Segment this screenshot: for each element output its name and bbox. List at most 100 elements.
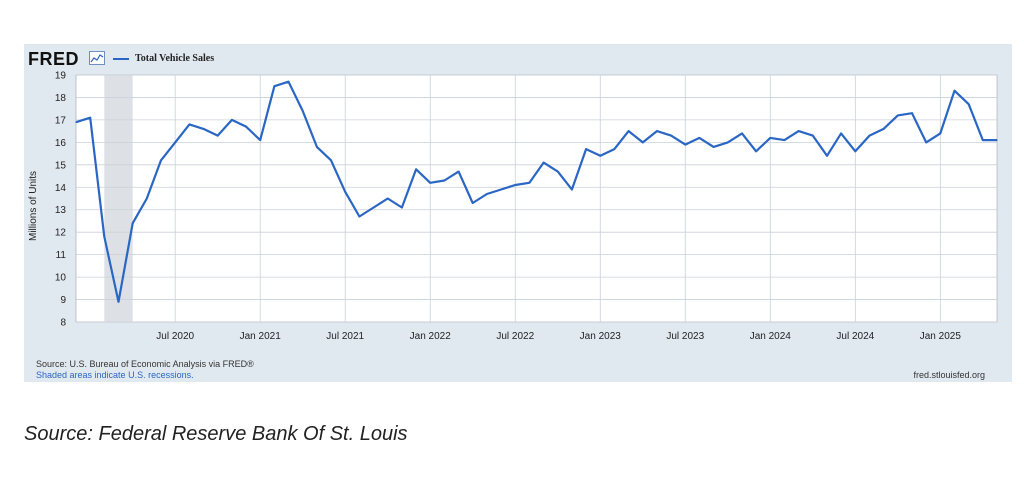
y-tick-label: 14 bbox=[55, 183, 67, 194]
data-point bbox=[117, 301, 120, 303]
data-point bbox=[415, 168, 417, 170]
data-point bbox=[840, 132, 842, 134]
data-point bbox=[287, 81, 290, 83]
fred-logo: FRED bbox=[28, 49, 79, 69]
series-line-total-vehicle-sales bbox=[75, 80, 997, 303]
grid-layer bbox=[76, 74, 997, 323]
data-point bbox=[316, 146, 318, 148]
data-point bbox=[160, 159, 162, 161]
data-point bbox=[217, 135, 219, 137]
plot-area bbox=[75, 74, 998, 323]
chart-legend: Total Vehicle Sales bbox=[113, 53, 214, 64]
data-point bbox=[273, 85, 275, 87]
x-tick-labels: Jul 2020 Jan 2021 Jul 2021 Jan 2022 Jul 2022… bbox=[156, 331, 961, 342]
data-point bbox=[996, 139, 998, 141]
data-point bbox=[429, 182, 431, 184]
data-point bbox=[188, 123, 190, 125]
data-point bbox=[642, 141, 644, 143]
y-tick-label: 9 bbox=[60, 295, 66, 306]
data-point bbox=[911, 112, 913, 114]
x-tick-label: Jan 2025 bbox=[920, 331, 962, 342]
data-point bbox=[599, 155, 601, 157]
data-point bbox=[75, 121, 77, 123]
y-tick-label: 18 bbox=[55, 93, 67, 104]
data-point bbox=[783, 139, 786, 141]
data-point bbox=[358, 215, 360, 218]
series-layer bbox=[75, 80, 998, 303]
data-point bbox=[755, 150, 757, 152]
data-point bbox=[486, 193, 488, 195]
y-tick-label: 11 bbox=[56, 250, 67, 261]
source-note: Source: U.S. Bureau of Economic Analysis… bbox=[36, 359, 254, 369]
data-point bbox=[939, 132, 941, 134]
data-point bbox=[146, 197, 148, 200]
y-tick-label: 10 bbox=[55, 273, 67, 284]
data-point bbox=[854, 150, 856, 152]
data-point bbox=[925, 141, 927, 143]
y-tick-label: 17 bbox=[55, 115, 67, 126]
data-point bbox=[812, 135, 814, 137]
x-tick-label: Jul 2024 bbox=[836, 331, 874, 342]
data-point bbox=[443, 179, 445, 182]
x-tick-label: Jul 2023 bbox=[666, 331, 704, 342]
data-point bbox=[656, 130, 658, 132]
data-point bbox=[897, 114, 899, 117]
data-point bbox=[968, 103, 970, 105]
data-point bbox=[769, 137, 771, 139]
data-point bbox=[514, 184, 516, 186]
recession-layer bbox=[104, 75, 133, 322]
data-point bbox=[557, 170, 559, 173]
y-tick-label: 8 bbox=[60, 318, 66, 329]
fred-url: fred.stlouisfed.org bbox=[913, 370, 985, 380]
data-point bbox=[542, 161, 545, 164]
data-point bbox=[868, 135, 871, 137]
legend-swatch bbox=[113, 57, 129, 60]
data-point bbox=[698, 137, 701, 139]
data-point bbox=[202, 128, 205, 130]
x-tick-label: Jul 2020 bbox=[156, 331, 194, 342]
data-point bbox=[259, 139, 261, 141]
x-tick-label: Jul 2021 bbox=[326, 331, 364, 342]
data-point bbox=[387, 197, 389, 200]
data-point bbox=[401, 206, 403, 209]
y-tick-label: 16 bbox=[55, 138, 67, 149]
recession-note: Shaded areas indicate U.S. recessions. bbox=[36, 370, 194, 380]
y-tick-label: 15 bbox=[55, 160, 67, 171]
graph-icon bbox=[89, 51, 105, 65]
data-point bbox=[245, 126, 247, 128]
data-point bbox=[713, 146, 715, 148]
data-point bbox=[628, 130, 630, 132]
data-point bbox=[826, 155, 828, 157]
data-point bbox=[372, 206, 375, 209]
data-point bbox=[670, 135, 672, 137]
data-point bbox=[883, 128, 885, 130]
data-point bbox=[727, 141, 729, 143]
caption: Source: Federal Reserve Bank Of St. Loui… bbox=[24, 423, 408, 445]
y-tick-labels: 8 9 10 11 12 13 14 15 16 17 18 19 bbox=[55, 71, 67, 329]
data-point bbox=[330, 159, 332, 161]
y-tick-label: 13 bbox=[55, 205, 67, 216]
data-point bbox=[344, 191, 346, 193]
data-point bbox=[457, 170, 460, 173]
data-point bbox=[982, 139, 984, 141]
data-point bbox=[132, 222, 134, 224]
data-point bbox=[302, 110, 304, 112]
data-point bbox=[585, 148, 587, 150]
data-point bbox=[684, 144, 686, 146]
data-point bbox=[472, 202, 474, 204]
data-point bbox=[571, 188, 573, 191]
data-point bbox=[103, 236, 105, 238]
y-tick-label: 19 bbox=[55, 71, 67, 82]
recession-band bbox=[104, 75, 133, 322]
x-tick-label: Jan 2024 bbox=[750, 331, 792, 342]
data-point bbox=[528, 182, 531, 184]
data-point bbox=[613, 148, 616, 150]
x-tick-label: Jul 2022 bbox=[496, 331, 534, 342]
data-point bbox=[500, 188, 502, 191]
data-point bbox=[953, 90, 956, 92]
y-tick-label: 12 bbox=[55, 228, 67, 239]
x-tick-label: Jan 2023 bbox=[580, 331, 622, 342]
data-point bbox=[798, 130, 800, 132]
data-point bbox=[89, 117, 91, 119]
legend-label: Total Vehicle Sales bbox=[135, 53, 215, 64]
